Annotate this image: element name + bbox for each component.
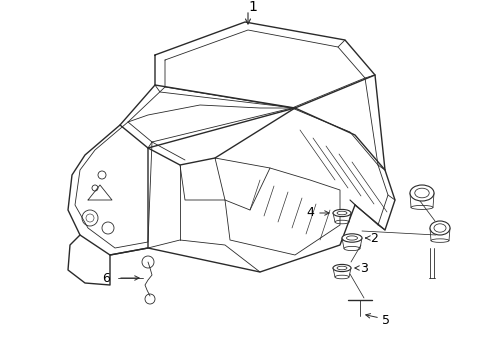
Text: 1: 1 xyxy=(248,0,257,14)
Text: 5: 5 xyxy=(381,314,389,327)
Text: 2: 2 xyxy=(369,231,377,244)
Ellipse shape xyxy=(341,234,361,242)
Ellipse shape xyxy=(429,221,449,235)
Text: 3: 3 xyxy=(359,261,367,274)
Text: 4: 4 xyxy=(305,207,313,220)
Ellipse shape xyxy=(332,264,350,271)
Ellipse shape xyxy=(332,210,350,217)
Ellipse shape xyxy=(409,185,433,201)
Text: 6: 6 xyxy=(102,271,110,284)
